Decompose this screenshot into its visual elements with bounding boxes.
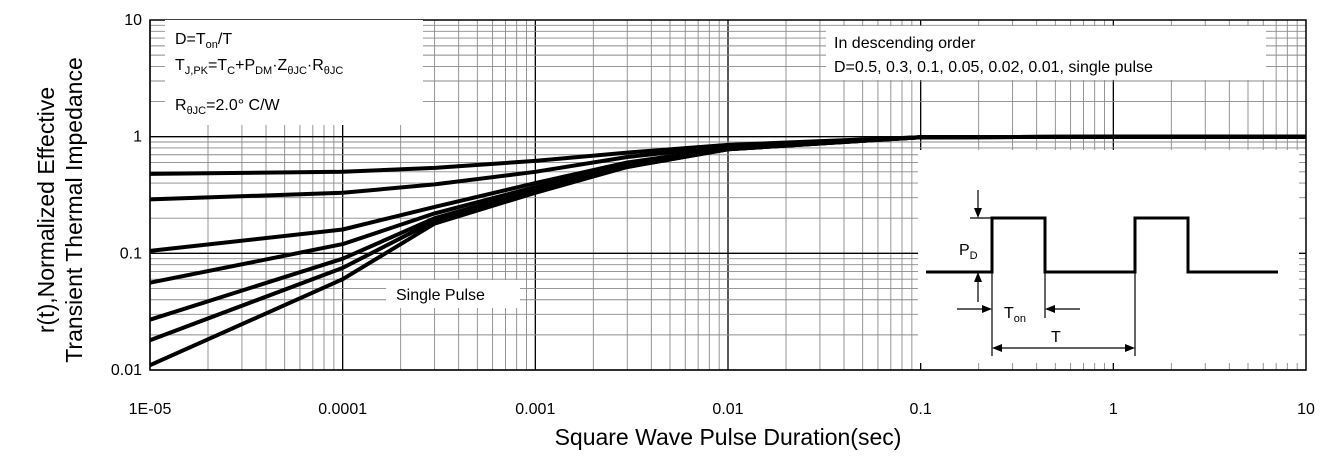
y-tick-label: 0.01 <box>111 362 142 379</box>
arrow-down-icon <box>974 208 982 218</box>
arrow-up-icon <box>974 272 982 282</box>
tick-labels: 1E-05 0.0001 0.001 0.01 0.1 1 10 0.01 0.1 1 10 <box>111 12 1315 418</box>
x-tick-label: 0.0001 <box>318 401 367 418</box>
arrow-left-icon <box>992 344 1002 352</box>
formula-text: =T <box>208 57 227 74</box>
pd-label-main: P <box>959 242 970 259</box>
waveform-inset: PD Ton T <box>918 150 1299 363</box>
y-tick-label: 1 <box>133 129 142 146</box>
x-tick-label: 1 <box>1109 401 1118 418</box>
formula-text: /T <box>218 31 232 48</box>
formula-thermal-resistance: RθJC=2.0° C/W <box>175 97 281 117</box>
formula-text: D=T <box>175 31 206 48</box>
single-pulse-label-box: Single Pulse <box>386 280 520 308</box>
formula-subscript: on <box>206 39 218 51</box>
formula-duty-cycle: D=Ton/T <box>175 31 232 51</box>
y-axis-label: r(t),Normalized Effective Transient Ther… <box>0 20 120 400</box>
formula-text: T <box>175 57 185 74</box>
arrow-right-icon <box>982 305 992 313</box>
pd-label-sub: D <box>970 250 978 262</box>
plot-border <box>149 19 1307 371</box>
formula-subscript: J,PK <box>185 65 209 77</box>
x-tick-label: 1E-05 <box>129 401 172 418</box>
x-axis-label: Square Wave Pulse Duration(sec) <box>554 424 902 450</box>
ton-label: Ton <box>1004 305 1026 325</box>
formula-subscript: θJC <box>287 65 307 77</box>
order-note-line-2: D=0.5, 0.3, 0.1, 0.05, 0.02, 0.01, singl… <box>834 59 1153 76</box>
ton-label-sub: on <box>1014 313 1026 325</box>
pulse-waveform <box>926 216 1278 274</box>
formula-text: =2.0° C/W <box>206 97 280 114</box>
y-axis-label-line-1: r(t),Normalized Effective <box>33 86 59 334</box>
period-label: T <box>1051 329 1061 346</box>
series-line-single-pulse <box>149 134 1306 368</box>
arrow-left-icon <box>1045 305 1055 313</box>
formula-text: ·R <box>307 57 324 74</box>
y-axis-label-line-2: Transient Thermal Impedance <box>61 57 87 363</box>
x-tick-label: 10 <box>1297 401 1315 418</box>
formula-box: D=Ton/T TJ,PK=TC+PDM·ZθJC·RθJC RθJC=2.0°… <box>165 20 423 125</box>
formula-subscript: θJC <box>187 105 207 117</box>
arrow-right-icon <box>1125 344 1135 352</box>
order-note-line-1: In descending order <box>834 35 976 52</box>
x-tick-label: 0.01 <box>712 401 743 418</box>
pd-label: PD <box>959 242 978 262</box>
formula-text: +P <box>235 57 255 74</box>
x-tick-label: 0.1 <box>910 401 932 418</box>
plot-frame <box>149 19 1307 371</box>
x-tick-label: 0.001 <box>515 401 555 418</box>
y-tick-label: 0.1 <box>120 245 142 262</box>
formula-text: ·Z <box>272 57 287 74</box>
y-tick-label: 10 <box>124 12 142 29</box>
ton-label-main: T <box>1004 305 1014 322</box>
formula-junction-temperature: TJ,PK=TC+PDM·ZθJC·RθJC <box>175 57 343 77</box>
single-pulse-label: Single Pulse <box>396 287 485 304</box>
formula-subscript: θJC <box>324 65 344 77</box>
formula-subscript: C <box>227 65 235 77</box>
formula-text: R <box>175 97 187 114</box>
formula-subscript: DM <box>255 65 272 77</box>
series-layer <box>149 134 1306 368</box>
order-note: In descending order D=0.5, 0.3, 0.1, 0.0… <box>826 26 1266 80</box>
